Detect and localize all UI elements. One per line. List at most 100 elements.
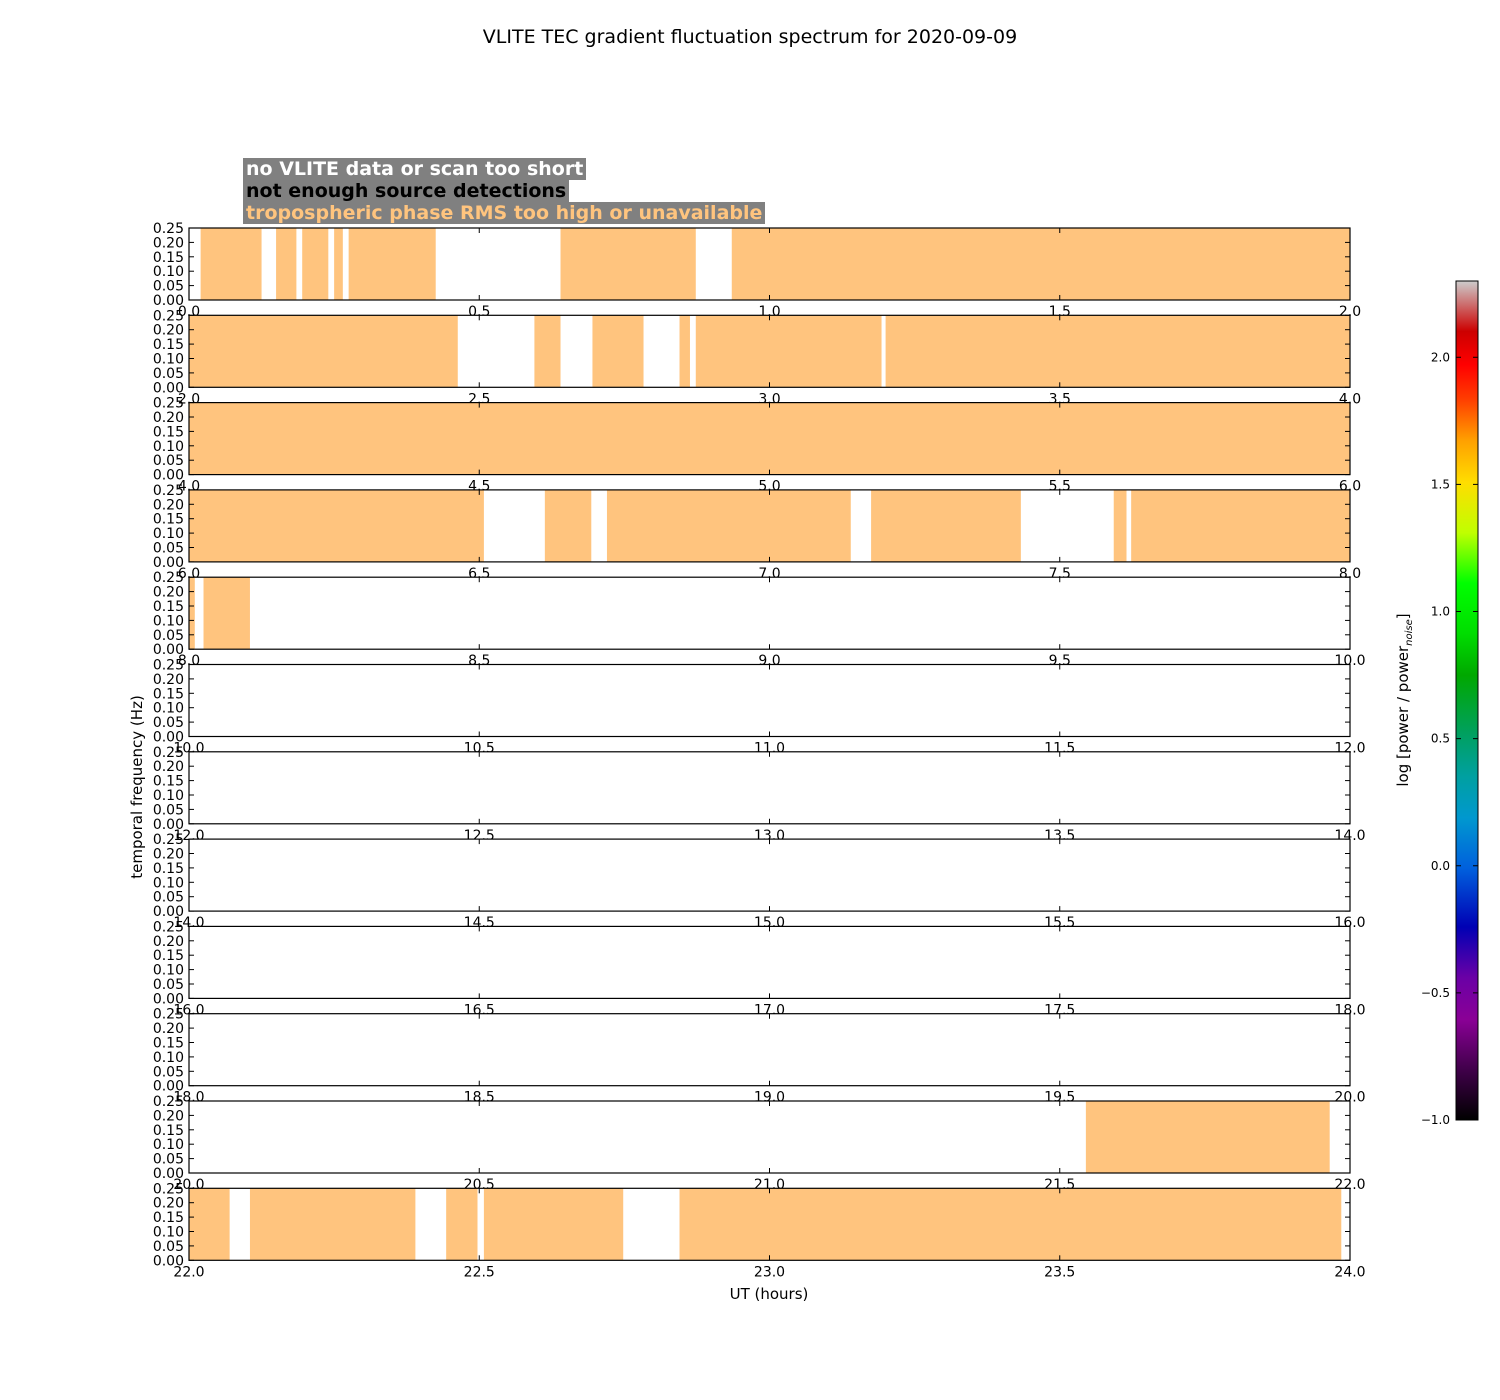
tropo-flag-segment (534, 315, 561, 388)
y-tick-label: 0.15 (153, 599, 184, 615)
tropo-flag-segment (203, 577, 250, 650)
legend-few-detections-text: not enough source detections (246, 180, 567, 202)
tropo-flag-segment (695, 315, 882, 388)
panel: 0.000.050.100.150.200.254.0 4.5 5.0 5.5 6.0 (153, 396, 1361, 495)
y-tick-label: 0.25 (153, 1181, 184, 1197)
y-tick-label: 0.10 (153, 963, 184, 979)
colorbar-label: log [power / powernoise] (1394, 613, 1415, 786)
y-tick-label: 0.15 (153, 861, 184, 877)
colorbar-tick-label: 0.5 (1431, 732, 1450, 746)
y-tick-label: 0.20 (153, 1021, 184, 1037)
y-tick-label: 0.00 (153, 730, 184, 746)
y-tick-label: 0.15 (153, 512, 184, 528)
y-tick-label: 0.20 (153, 759, 184, 775)
tropo-flag-segment (606, 489, 851, 562)
tropo-flag-segment (276, 228, 297, 300)
tropo-flag-segment (731, 228, 1350, 300)
tropo-flag-segment (189, 315, 458, 388)
y-tick-label: 0.10 (153, 352, 184, 368)
y-tick-label: 0.05 (153, 366, 184, 382)
tropo-flag-segment (189, 489, 484, 562)
y-tick-label: 0.00 (153, 468, 184, 484)
legend-tropo-rms: tropospheric phase RMS too high or unava… (243, 202, 766, 224)
y-tick-label: 0.05 (153, 715, 184, 731)
y-tick-label: 0.05 (153, 541, 184, 557)
tropo-flag-segment (302, 228, 329, 300)
y-tick-label: 0.15 (153, 250, 184, 266)
colorbar-tick-label: 2.0 (1431, 350, 1450, 364)
tropo-flag-segment (592, 315, 644, 388)
y-tick-label: 0.10 (153, 439, 184, 455)
y-tick-label: 0.10 (153, 875, 184, 891)
y-tick-label: 0.20 (153, 847, 184, 863)
y-tick-label: 0.00 (153, 555, 184, 571)
y-tick-label: 0.05 (153, 453, 184, 469)
panel: 0.000.050.100.150.200.252.0 2.5 3.0 3.5 4.0 (153, 308, 1361, 407)
y-tick-label: 0.25 (153, 308, 184, 324)
tropo-flag-segment (189, 1188, 230, 1261)
y-tick-label: 0.00 (153, 293, 184, 309)
y-tick-label: 0.25 (153, 745, 184, 761)
tropo-flag-segment (679, 315, 690, 388)
panel-stack: 0.000.050.100.150.200.250.0 0.5 1.0 1.5 2.00… (153, 221, 1366, 1280)
colorbar: −1.0 −0.5 0.0 0.5 1.0 1.5 2.0 log [power / powe… (1394, 280, 1479, 1127)
y-tick-label: 0.05 (153, 1152, 184, 1168)
legend-no-data-text: no VLITE data or scan too short (246, 158, 584, 180)
y-tick-label: 0.25 (153, 1094, 184, 1110)
y-tick-label: 0.20 (153, 1196, 184, 1212)
y-tick-label: 0.10 (153, 701, 184, 717)
y-tick-label: 0.15 (153, 948, 184, 964)
x-tick-label: 23.5 (1044, 1264, 1075, 1280)
x-tick-label: 24.0 (1334, 1264, 1365, 1280)
legend-no-data: no VLITE data or scan too short (243, 158, 587, 180)
tropo-flag-segment (560, 228, 696, 300)
x-tick-label: 23.0 (754, 1264, 785, 1280)
y-tick-label: 0.25 (153, 570, 184, 586)
tropo-flag-segment (871, 489, 1021, 562)
panel-background (189, 577, 1350, 650)
y-tick-label: 0.15 (153, 1036, 184, 1052)
y-tick-label: 0.15 (153, 424, 184, 440)
y-tick-label: 0.20 (153, 323, 184, 339)
y-tick-label: 0.00 (153, 380, 184, 396)
y-tick-label: 0.00 (153, 817, 184, 833)
y-tick-label: 0.00 (153, 642, 184, 658)
y-tick-label: 0.05 (153, 628, 184, 644)
tropo-flag-segment (679, 1188, 1342, 1261)
tropo-flag-segment (249, 1188, 416, 1261)
y-tick-label: 0.10 (153, 788, 184, 804)
panel: 0.000.050.100.150.200.25 22.0 22.5 23.0 23.5… (153, 1181, 1366, 1280)
y-tick-label: 0.10 (153, 1050, 184, 1066)
y-tick-label: 0.00 (153, 1079, 184, 1095)
tropo-flag-segment (544, 489, 592, 562)
y-tick-label: 0.25 (153, 658, 184, 674)
tropo-flag-segment (1131, 489, 1350, 562)
colorbar-gradient (1455, 280, 1479, 1121)
y-tick-label: 0.20 (153, 410, 184, 426)
tropo-flag-segment (348, 228, 436, 300)
colorbar-tick-label: 1.0 (1431, 605, 1450, 619)
y-tick-label: 0.25 (153, 919, 184, 935)
y-tick-label: 0.20 (153, 235, 184, 251)
colorbar-label-main: log [power / power (1394, 645, 1412, 787)
panel-background (189, 839, 1350, 912)
y-tick-label: 0.15 (153, 1210, 184, 1226)
panel-background (189, 751, 1350, 824)
panel: 0.000.050.100.150.200.256.0 6.5 7.0 7.5 8.0 (153, 483, 1361, 582)
colorbar-tick-label: 0.0 (1431, 859, 1450, 873)
y-axis-label: temporal frequency (Hz) (128, 695, 146, 879)
y-tick-label: 0.20 (153, 497, 184, 513)
y-tick-label: 0.10 (153, 1225, 184, 1241)
colorbar-tick-label: 1.5 (1431, 477, 1450, 491)
tropo-flag-segment (1113, 489, 1127, 562)
panel-background (189, 1013, 1350, 1086)
y-tick-label: 0.10 (153, 264, 184, 280)
y-tick-label: 0.15 (153, 337, 184, 353)
y-tick-label: 0.15 (153, 686, 184, 702)
y-tick-label: 0.25 (153, 221, 184, 237)
y-tick-label: 0.20 (153, 934, 184, 950)
